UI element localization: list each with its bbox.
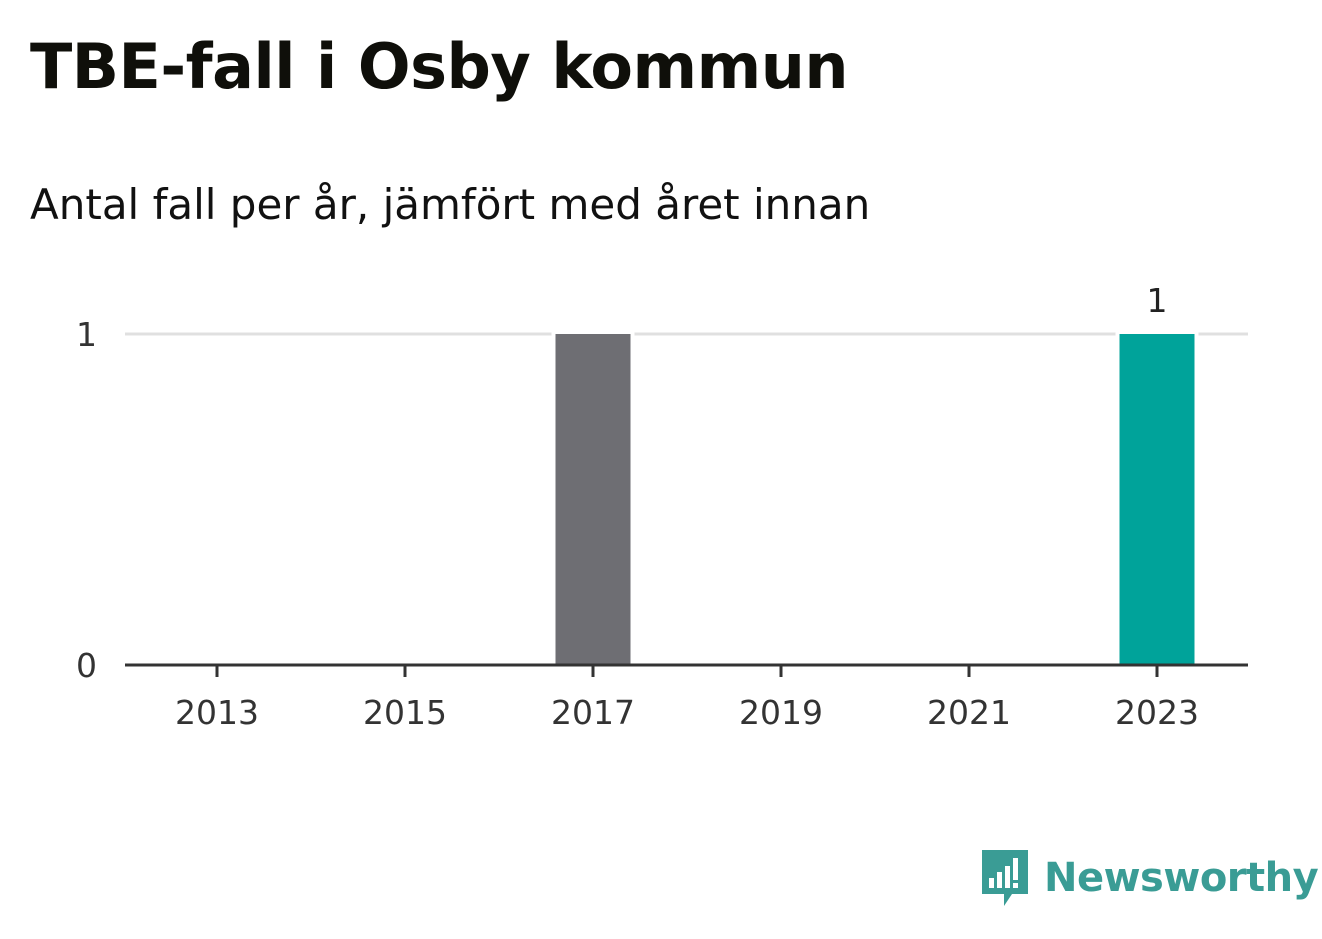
data-label-2023: 1 <box>1147 281 1168 320</box>
x-tick-label-2015: 2015 <box>363 693 447 732</box>
chart-title: TBE-fall i Osby kommun <box>30 30 849 103</box>
x-tick-label-2017: 2017 <box>551 693 635 732</box>
bar-2017 <box>555 334 631 665</box>
y-tick-label-0: 0 <box>76 646 97 685</box>
brand-name: Newsworthy <box>1044 855 1319 901</box>
x-tick-label-2023: 2023 <box>1115 693 1199 732</box>
x-tick-label-2013: 2013 <box>175 693 259 732</box>
labels: 0 1 2013 2015 2017 2019 2021 2023 1 <box>76 281 1199 732</box>
brand-logo: Newsworthy <box>980 848 1319 908</box>
bars <box>551 331 1199 665</box>
y-tick-label-1: 1 <box>76 315 97 354</box>
chart-subtitle: Antal fall per år, jämfört med året inna… <box>30 180 871 229</box>
bar-2023 <box>1119 334 1195 665</box>
newsworthy-logo-icon <box>982 850 1028 906</box>
x-tick-label-2021: 2021 <box>927 693 1011 732</box>
axes <box>125 663 1248 677</box>
x-tick-label-2019: 2019 <box>739 693 823 732</box>
